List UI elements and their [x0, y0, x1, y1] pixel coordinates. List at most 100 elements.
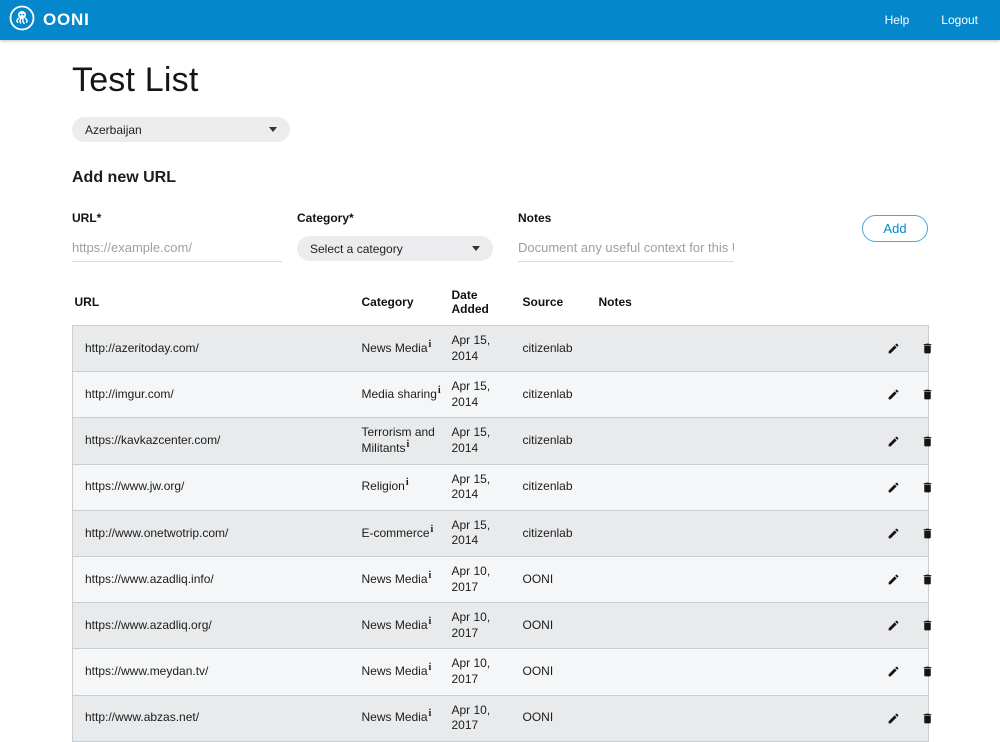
category-text: News Media: [361, 710, 428, 725]
category-info-icon[interactable]: i: [430, 523, 434, 535]
category-info-icon[interactable]: i: [428, 569, 432, 581]
add-url-form: URL* Category* Select a category Notes A…: [72, 211, 928, 262]
category-info-icon[interactable]: i: [406, 438, 410, 450]
category-text: Media sharing: [361, 386, 437, 401]
url-input[interactable]: [72, 236, 282, 262]
pencil-icon: [887, 620, 900, 635]
notes-cell: [597, 695, 857, 741]
notes-label: Notes: [518, 211, 552, 225]
edit-button[interactable]: [887, 665, 900, 678]
pencil-icon: [887, 482, 900, 497]
help-link[interactable]: Help: [884, 13, 910, 27]
column-header-url: URL: [74, 295, 100, 309]
trash-icon: [921, 666, 934, 681]
brand-name: OONI: [43, 10, 90, 29]
url-cell: https://www.jw.org/: [85, 479, 185, 494]
category-text: News Media: [361, 664, 428, 679]
date-added-cell: Apr 10, 2017: [451, 563, 491, 594]
column-header-notes: Notes: [598, 295, 632, 309]
notes-input[interactable]: [518, 236, 734, 262]
category-info-icon[interactable]: i: [428, 662, 432, 674]
trash-icon: [921, 482, 934, 497]
edit-button[interactable]: [887, 435, 900, 448]
source-cell: OONI: [522, 710, 554, 725]
notes-cell: [597, 510, 857, 556]
category-info-icon[interactable]: i: [405, 477, 409, 489]
category-info-icon[interactable]: i: [437, 384, 441, 396]
date-added-cell: Apr 10, 2017: [451, 610, 491, 640]
row-actions: [857, 372, 932, 418]
delete-button[interactable]: [921, 665, 934, 678]
row-actions: [857, 326, 932, 372]
url-cell: http://imgur.com/: [85, 386, 174, 401]
source-cell: citizenlab: [522, 479, 573, 494]
country-select[interactable]: Azerbaijan: [72, 117, 290, 142]
edit-button[interactable]: [887, 527, 900, 540]
category-info-icon[interactable]: i: [428, 708, 432, 720]
category-info-icon[interactable]: i: [428, 615, 432, 627]
row-actions: [857, 418, 932, 464]
chevron-down-icon: [472, 246, 480, 251]
brand[interactable]: OONI: [9, 5, 90, 36]
source-cell: OONI: [522, 664, 554, 679]
category-info-icon[interactable]: i: [428, 338, 432, 350]
category-cell: News Mediai: [360, 649, 450, 695]
delete-button[interactable]: [921, 481, 934, 494]
trash-icon: [921, 574, 934, 589]
table-row: https://www.jw.org/ Religioni Apr 15, 20…: [72, 464, 932, 511]
chevron-down-icon: [269, 127, 277, 132]
url-cell: https://www.azadliq.info/: [85, 571, 214, 586]
notes-field-group: Notes: [518, 211, 734, 262]
notes-cell: [597, 326, 857, 372]
add-button[interactable]: Add: [862, 215, 928, 242]
notes-cell: [597, 556, 857, 602]
delete-button[interactable]: [921, 342, 934, 355]
edit-button[interactable]: [887, 342, 900, 355]
category-cell: Religioni: [360, 464, 450, 510]
date-added-cell: Apr 10, 2017: [451, 702, 491, 733]
date-added-cell: Apr 15, 2014: [451, 517, 491, 548]
row-actions: [857, 464, 932, 510]
url-cell: https://www.azadliq.org/: [85, 617, 212, 632]
top-bar: OONI Help Logout: [0, 0, 1000, 40]
logout-link[interactable]: Logout: [941, 13, 978, 27]
edit-button[interactable]: [887, 481, 900, 494]
category-text: News Media: [361, 571, 428, 586]
table-row: https://www.meydan.tv/ News Mediai Apr 1…: [72, 648, 932, 695]
edit-button[interactable]: [887, 619, 900, 632]
category-text: E-commerce: [361, 525, 430, 540]
trash-icon: [921, 713, 934, 728]
url-cell: http://www.abzas.net/: [85, 710, 200, 725]
delete-button[interactable]: [921, 573, 934, 586]
category-select[interactable]: Select a category: [297, 236, 493, 261]
table-row: https://kavkazcenter.com/ Terrorism and …: [72, 417, 932, 465]
delete-button[interactable]: [921, 435, 934, 448]
date-added-cell: Apr 15, 2014: [451, 379, 491, 409]
notes-cell: [597, 418, 857, 464]
delete-button[interactable]: [921, 619, 934, 632]
table-row: http://azeritoday.com/ News Mediai Apr 1…: [72, 325, 932, 372]
category-text: News Media: [361, 340, 428, 355]
table-row: http://www.abzas.net/ News Mediai Apr 10…: [72, 695, 932, 742]
delete-button[interactable]: [921, 712, 934, 725]
edit-button[interactable]: [887, 573, 900, 586]
column-header-source: Source: [522, 295, 564, 309]
page-title: Test List: [72, 61, 199, 99]
source-cell: citizenlab: [522, 433, 573, 448]
category-cell: News Mediai: [360, 326, 450, 372]
ooni-octopus-logo-icon: [9, 5, 35, 36]
edit-button[interactable]: [887, 712, 900, 725]
pencil-icon: [887, 389, 900, 404]
pencil-icon: [887, 574, 900, 589]
trash-icon: [921, 389, 934, 404]
source-cell: citizenlab: [522, 340, 573, 355]
top-nav: Help Logout: [853, 13, 978, 27]
table-row: http://imgur.com/ Media sharingi Apr 15,…: [72, 371, 932, 418]
url-table-head: URL Category Date Added Source Notes: [73, 284, 929, 326]
url-cell: https://kavkazcenter.com/: [85, 433, 221, 448]
delete-button[interactable]: [921, 527, 934, 540]
delete-button[interactable]: [921, 388, 934, 401]
edit-button[interactable]: [887, 388, 900, 401]
row-actions: [857, 649, 932, 695]
column-header-category: Category: [361, 295, 414, 309]
